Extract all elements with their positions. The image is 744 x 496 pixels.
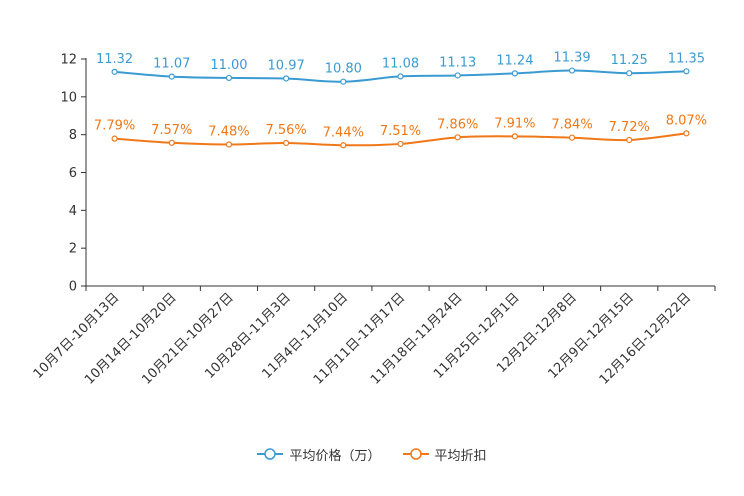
data-point[interactable] bbox=[511, 70, 518, 77]
y-tick-label: 12 bbox=[60, 53, 77, 68]
data-point[interactable] bbox=[454, 134, 461, 141]
y-tick-label: 4 bbox=[69, 204, 77, 219]
data-point[interactable] bbox=[397, 73, 404, 80]
legend-label-avg-price: 平均价格（万） bbox=[289, 448, 381, 464]
chart-axes: 02468101210月7日-10月13日10月14日-10月20日10月21日… bbox=[31, 53, 716, 388]
data-label: 11.25 bbox=[611, 53, 648, 68]
data-label: 11.35 bbox=[668, 51, 705, 66]
y-tick-label: 2 bbox=[69, 242, 77, 257]
data-point[interactable] bbox=[168, 73, 175, 80]
data-label: 11.08 bbox=[382, 56, 419, 71]
legend-item-avg-discount[interactable]: 平均折扣 bbox=[402, 445, 487, 464]
data-point[interactable] bbox=[111, 135, 118, 142]
data-label: 7.51% bbox=[380, 124, 421, 139]
data-point[interactable] bbox=[397, 140, 404, 148]
data-point[interactable] bbox=[111, 68, 118, 75]
data-labels: 11.32 11.07 11.00 10.97 10.80 11.08 11.13 11.24… bbox=[94, 51, 707, 141]
data-point[interactable] bbox=[454, 72, 461, 79]
legend-line-marker-icon bbox=[257, 448, 284, 460]
data-label: 11.39 bbox=[553, 51, 590, 66]
data-label: 7.84% bbox=[551, 118, 592, 133]
data-label: 10.97 bbox=[268, 58, 305, 73]
y-tick-label: 6 bbox=[69, 166, 77, 181]
data-label: 7.79% bbox=[94, 119, 135, 134]
data-label: 11.07 bbox=[153, 57, 190, 72]
data-label: 11.00 bbox=[210, 58, 247, 73]
data-point[interactable] bbox=[626, 70, 633, 77]
data-label: 11.32 bbox=[96, 52, 133, 67]
data-label: 7.72% bbox=[609, 120, 650, 135]
y-tick-label: 0 bbox=[69, 280, 77, 295]
legend-line-marker-icon bbox=[402, 448, 429, 460]
data-point[interactable] bbox=[511, 133, 518, 140]
data-point[interactable] bbox=[626, 136, 633, 144]
legend: 平均价格（万） 平均折扣 bbox=[0, 443, 744, 465]
y-tick-label: 8 bbox=[69, 128, 77, 143]
data-point[interactable] bbox=[568, 134, 576, 141]
data-label: 11.13 bbox=[439, 55, 476, 70]
series-points bbox=[111, 67, 690, 149]
data-point[interactable] bbox=[225, 141, 233, 148]
data-label: 7.56% bbox=[265, 123, 306, 138]
data-label: 7.48% bbox=[208, 125, 249, 140]
legend-item-avg-price[interactable]: 平均价格（万） bbox=[257, 445, 381, 464]
data-point[interactable] bbox=[340, 78, 347, 85]
data-point[interactable] bbox=[683, 68, 690, 75]
data-label: 11.24 bbox=[496, 53, 533, 68]
data-label: 10.80 bbox=[325, 62, 362, 77]
data-label: 8.07% bbox=[666, 113, 707, 128]
data-point[interactable] bbox=[283, 75, 290, 82]
data-label: 7.91% bbox=[494, 116, 535, 131]
data-label: 7.86% bbox=[437, 117, 478, 132]
data-label: 7.44% bbox=[323, 125, 364, 140]
data-point[interactable] bbox=[168, 139, 175, 146]
data-point[interactable] bbox=[340, 142, 347, 149]
data-point[interactable] bbox=[283, 139, 290, 147]
data-label: 7.57% bbox=[151, 123, 192, 138]
y-tick-label: 10 bbox=[60, 90, 77, 105]
data-point[interactable] bbox=[225, 74, 233, 82]
data-point[interactable] bbox=[683, 130, 690, 137]
legend-label-avg-discount: 平均折扣 bbox=[434, 448, 487, 464]
data-point[interactable] bbox=[568, 67, 576, 74]
